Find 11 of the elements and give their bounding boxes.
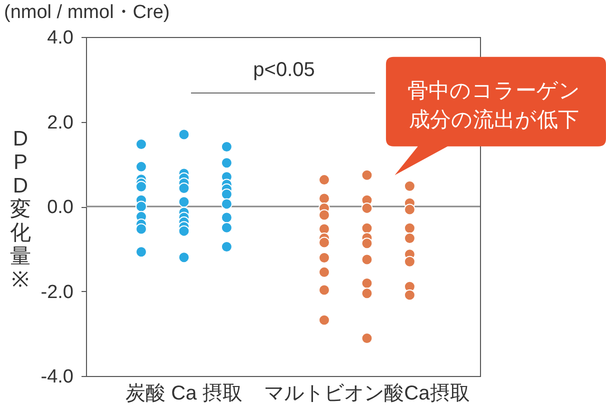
text: (nmol / mmol・Cre) (4, 2, 170, 23)
y-tick-label: -4.0 (40, 366, 74, 388)
y-tick-label: 4.0 (47, 28, 74, 48)
y-axis-title: DPD変化量※ (10, 128, 31, 292)
y-tick-label: 0.0 (47, 197, 74, 218)
annotation: 骨中のコラーゲン成分の流出が低下 (407, 80, 580, 132)
x-tick-label: 炭酸 Ca 摂取 (126, 382, 242, 404)
annotation: p<0.05 (253, 59, 315, 81)
x-tick-label: マルトビオン酸Ca摂取 (264, 382, 470, 404)
y-tick-label: -2.0 (40, 282, 74, 303)
y-tick-label: 2.0 (47, 112, 74, 134)
